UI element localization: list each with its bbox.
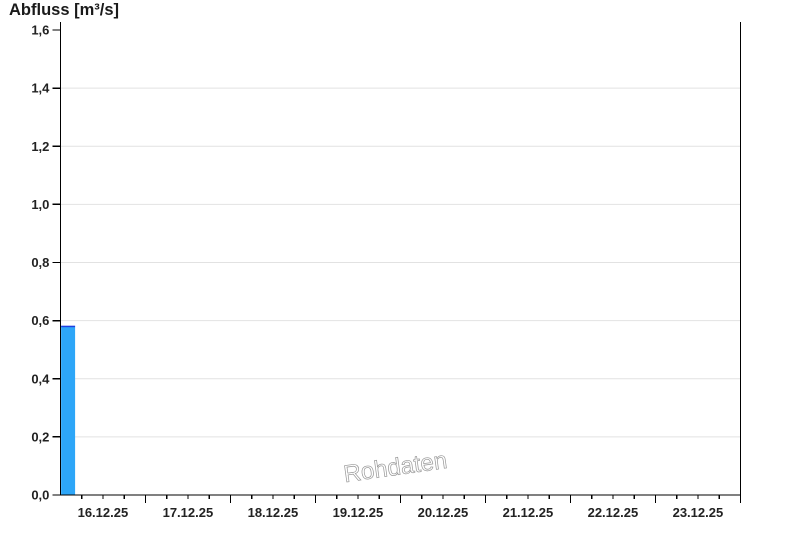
svg-text:0,0: 0,0 [31, 488, 49, 503]
svg-text:1,4: 1,4 [31, 81, 50, 96]
svg-text:1,2: 1,2 [31, 139, 49, 154]
svg-text:23.12.25: 23.12.25 [673, 505, 724, 520]
svg-text:22.12.25: 22.12.25 [588, 505, 639, 520]
svg-text:19.12.25: 19.12.25 [333, 505, 384, 520]
svg-text:0,4: 0,4 [31, 371, 50, 386]
svg-text:20.12.25: 20.12.25 [418, 505, 469, 520]
svg-text:0,2: 0,2 [31, 429, 49, 444]
svg-text:0,8: 0,8 [31, 255, 49, 270]
svg-text:0,6: 0,6 [31, 313, 49, 328]
svg-text:1,6: 1,6 [31, 23, 49, 38]
svg-text:17.12.25: 17.12.25 [163, 505, 214, 520]
svg-text:21.12.25: 21.12.25 [503, 505, 554, 520]
svg-text:18.12.25: 18.12.25 [248, 505, 299, 520]
svg-text:16.12.25: 16.12.25 [78, 505, 129, 520]
svg-text:Rohdaten: Rohdaten [342, 447, 449, 488]
svg-text:1,0: 1,0 [31, 197, 49, 212]
